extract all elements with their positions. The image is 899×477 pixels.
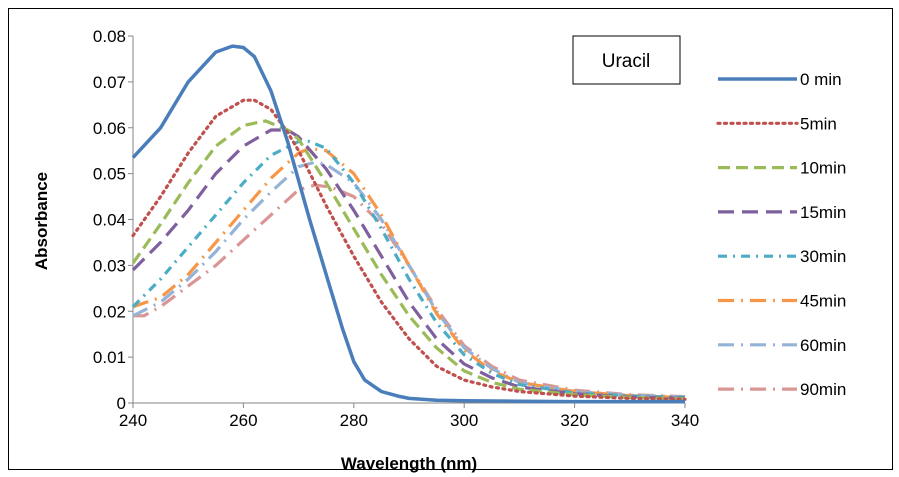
chart-frame — [8, 8, 893, 470]
series-line-30min — [131, 139, 686, 400]
legend-label: 90min — [800, 380, 846, 399]
y-tick-label: 0.04 — [93, 211, 126, 230]
y-tick-label: 0.03 — [93, 256, 126, 275]
series-lines — [131, 44, 687, 404]
legend-label: 10min — [800, 159, 846, 178]
y-tick-label: 0.06 — [93, 119, 126, 138]
annotation-label: Uracil — [602, 51, 651, 72]
legend-label: 5min — [800, 114, 837, 133]
y-tick-label: 0.08 — [93, 27, 126, 46]
x-tick-label: 240 — [119, 411, 147, 430]
x-tick-label: 260 — [229, 411, 257, 430]
legend-label: 60min — [800, 336, 846, 355]
series-line-5min — [131, 98, 687, 401]
annotation-box: Uracil — [572, 35, 681, 85]
y-tick-label: 0.07 — [93, 73, 126, 92]
series-line-60min — [132, 160, 686, 399]
x-ticks: 240 260 280 300 320 340 — [119, 403, 699, 430]
legend-label: 45min — [800, 292, 846, 311]
axes — [132, 36, 685, 404]
x-tick-label: 340 — [671, 411, 699, 430]
series-line-10min — [131, 119, 686, 401]
series-line-0-min — [131, 44, 685, 404]
y-axis-title: Absorbance — [32, 172, 51, 270]
y-tick-label: 0.02 — [93, 302, 126, 321]
legend-label: 15min — [800, 203, 846, 222]
legend-label: 30min — [800, 247, 846, 266]
y-ticks: 0 0.01 0.02 0.03 0.04 0.05 0.06 0.07 0.08 — [93, 27, 133, 413]
y-tick-label: 0 — [117, 394, 126, 413]
x-axis-title: Wavelength (nm) — [341, 454, 477, 473]
series-line-15min — [131, 128, 686, 400]
x-tick-label: 320 — [560, 411, 588, 430]
y-tick-label: 0.01 — [93, 348, 126, 367]
series-line-45min — [132, 146, 686, 400]
y-tick-label: 0.05 — [93, 165, 126, 184]
x-tick-label: 300 — [450, 411, 478, 430]
legend: 0 min 5min 10min 15min 30min 45min 60min 90min — [716, 70, 846, 399]
x-tick-label: 280 — [340, 411, 368, 430]
legend-label: 0 min — [800, 70, 842, 89]
